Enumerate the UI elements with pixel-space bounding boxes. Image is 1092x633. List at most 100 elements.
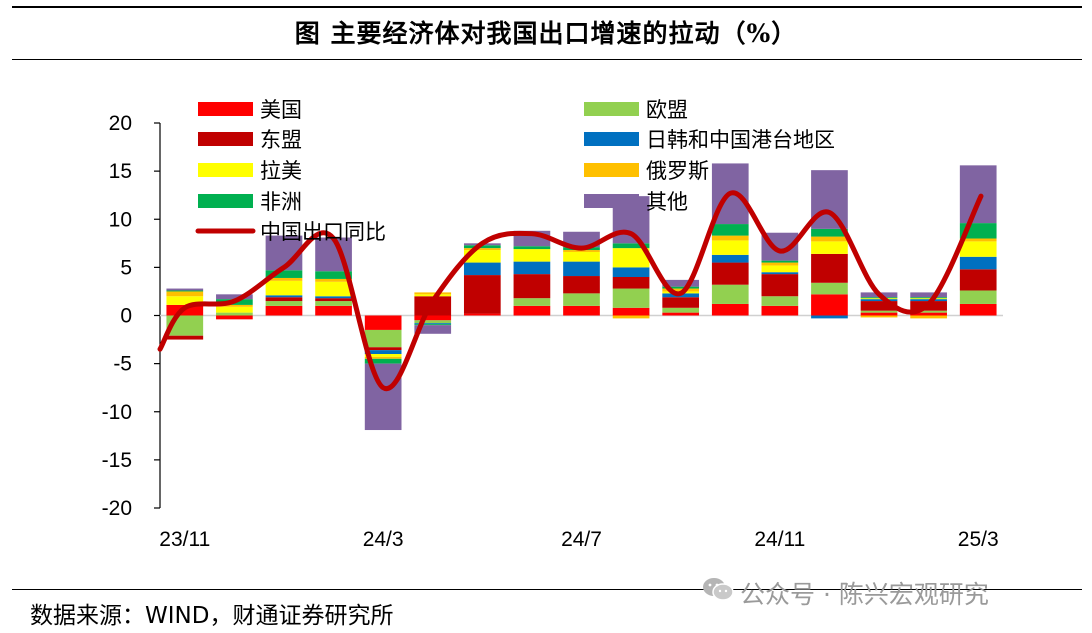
bar-segment <box>761 260 799 263</box>
legend-swatch <box>198 194 253 208</box>
bar-segment <box>711 262 749 285</box>
bar-segment <box>910 299 947 302</box>
bar-segment <box>364 347 402 351</box>
bar-segment <box>513 305 551 316</box>
bar-segment <box>216 304 253 307</box>
legend-label: 非洲 <box>260 190 302 214</box>
bar-segment <box>662 312 700 316</box>
bar-segment <box>166 335 204 340</box>
legend-label: 欧盟 <box>646 98 688 122</box>
legend-swatch <box>198 163 253 177</box>
bar-segment <box>612 243 650 249</box>
bar-segment <box>959 303 997 316</box>
bar-segment <box>513 298 551 306</box>
bar-segment <box>612 288 650 308</box>
bar-segment <box>910 315 947 319</box>
y-tick-label: -5 <box>113 353 132 376</box>
bar-segment <box>761 262 799 266</box>
legend-swatch <box>584 163 639 177</box>
bar-segment <box>513 249 551 262</box>
bar-segment <box>959 290 997 304</box>
bar-segment <box>811 315 848 319</box>
wechat-icon <box>703 578 734 601</box>
bar-segment <box>216 306 253 313</box>
data-source: 数据来源：WIND，财通证券研究所 <box>30 603 394 629</box>
y-tick-label: -10 <box>102 401 132 424</box>
bar-segment <box>612 248 650 268</box>
bar-segment <box>414 325 452 334</box>
bar-segment <box>711 224 749 236</box>
title-rule-top <box>12 6 1082 8</box>
chart-axes: -20 -15 -10 -5 0 5 10 15 20 23/11 24/3 24/7 24/11 25/… <box>102 112 1003 551</box>
bar-segment <box>959 165 997 224</box>
bar-segment <box>711 303 749 316</box>
bar-segment <box>662 286 700 289</box>
chart-bars <box>166 163 997 431</box>
bar-segment <box>563 276 600 294</box>
y-tick-label: 5 <box>120 256 132 279</box>
bar-segment <box>364 329 402 348</box>
bar-segment <box>761 274 799 297</box>
legend-swatch <box>198 132 253 146</box>
bar-segment <box>265 270 303 278</box>
bar-segment <box>315 281 352 297</box>
title-rule-bottom <box>12 59 1082 60</box>
bar-segment <box>364 350 402 354</box>
bar-segment <box>216 294 253 300</box>
legend-label: 东盟 <box>260 128 302 152</box>
bar-segment <box>166 288 204 291</box>
bar-segment <box>463 248 501 251</box>
bar-segment <box>414 294 452 297</box>
bar-segment <box>364 358 402 364</box>
x-tick-label: 24/11 <box>754 528 805 551</box>
y-tick-label: 15 <box>109 160 132 183</box>
bar-segment <box>910 292 947 298</box>
bar-segment <box>563 305 600 316</box>
bar-segment <box>711 240 749 255</box>
legend-label: 中国出口同比 <box>260 220 386 244</box>
chart-title: 图 主要经济体对我国出口增速的拉动（%） <box>294 19 798 48</box>
bar-segment <box>910 310 947 313</box>
footer-rule <box>12 589 1082 590</box>
bar-segment <box>315 298 352 302</box>
bar-segment <box>959 269 997 291</box>
x-tick-label: 23/11 <box>159 528 210 551</box>
legend-label: 美国 <box>260 98 302 122</box>
bar-segment <box>265 280 303 296</box>
bar-segment <box>959 241 997 257</box>
bar-segment <box>761 296 799 306</box>
bar-segment <box>662 288 700 292</box>
bar-segment <box>761 272 799 275</box>
legend-swatch <box>198 102 253 116</box>
legend-label: 拉美 <box>260 159 302 183</box>
bar-segment <box>910 298 947 300</box>
y-tick-label: 0 <box>120 305 132 328</box>
bar-segment <box>612 267 650 277</box>
bar-segment <box>811 241 848 254</box>
bar-segment <box>662 307 700 313</box>
bar-segment <box>463 275 501 314</box>
bar-segment <box>265 297 303 302</box>
bar-segment <box>860 298 898 300</box>
bar-segment <box>662 279 700 287</box>
bar-segment <box>662 297 700 308</box>
bar-segment <box>612 315 650 319</box>
legend-swatch <box>584 132 639 146</box>
series-line-china-export-yoy <box>157 190 984 392</box>
bar-segment <box>414 324 452 326</box>
bar-segment <box>563 250 600 252</box>
bar-segment <box>860 301 898 311</box>
bar-segment <box>364 315 402 330</box>
bar-segment <box>216 312 253 316</box>
bar-segment <box>860 299 898 302</box>
bar-segment <box>761 265 799 273</box>
bar-segment <box>612 307 650 316</box>
bar-segment <box>364 363 402 431</box>
bar-segment <box>860 315 898 318</box>
bar-segment <box>711 235 749 241</box>
bar-segment <box>513 261 551 275</box>
bar-segment <box>364 356 402 359</box>
bar-segment <box>563 261 600 277</box>
bar-segment <box>414 320 452 324</box>
